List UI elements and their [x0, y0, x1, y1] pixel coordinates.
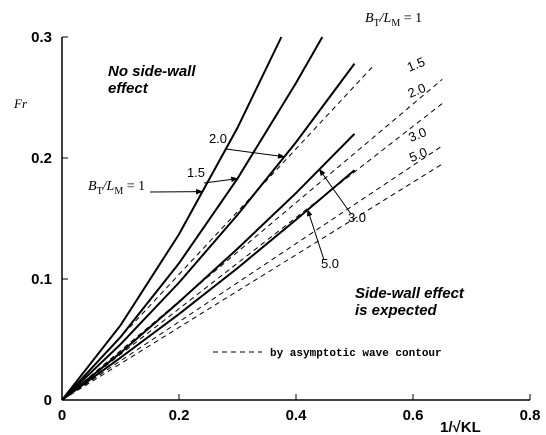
- asymptote-label: 1.5: [405, 54, 427, 75]
- x-tick-label: 0: [58, 407, 66, 424]
- x-tick-label: 0.8: [520, 407, 541, 424]
- annotation: Side-wall effect: [355, 285, 465, 302]
- annotation: is expected: [355, 302, 438, 319]
- ratio-part: M: [114, 186, 123, 197]
- asymptote-line: [61, 78, 443, 401]
- x-tick-label: 0.4: [286, 407, 308, 424]
- asymptote-line: [61, 163, 443, 401]
- asymptote-line: [61, 66, 373, 401]
- x-tick-label: 0.2: [169, 407, 190, 424]
- curve-label: 3.0: [348, 210, 366, 225]
- y-axis-label: Fr: [13, 96, 28, 111]
- curve-label: 5.0: [321, 256, 339, 271]
- ratio-part: T: [374, 18, 380, 29]
- y-tick-label: 0.3: [31, 29, 52, 46]
- x-axis-label: 1/√KL: [440, 419, 481, 435]
- ratio-part: = 1: [123, 179, 145, 194]
- asymptote-label: 2.0: [406, 80, 428, 101]
- ratio-part: = 1: [400, 11, 422, 26]
- ratio-part: B: [88, 179, 97, 194]
- asymptote-line: [61, 145, 443, 401]
- curve-arrow: [306, 209, 325, 261]
- curve-1-label: BT/LM = 1: [88, 179, 145, 197]
- x-tick-label: 0.6: [403, 407, 424, 424]
- annotation: effect: [108, 80, 149, 97]
- y-tick-label: 0.2: [31, 150, 52, 167]
- ratio-part: T: [97, 186, 103, 197]
- ratio-part: /L: [379, 11, 392, 26]
- ratio-part: B: [365, 11, 374, 26]
- asymptote-label: 3.0: [406, 124, 428, 145]
- asymptote-1-label: BT/LM = 1: [365, 11, 422, 29]
- curve-label: 1.5: [187, 165, 205, 180]
- y-tick-label: 0: [44, 392, 52, 409]
- ratio-part: /L: [102, 179, 115, 194]
- asymptote-label: 5.0: [407, 144, 429, 165]
- legend-label: by asymptotic wave contour: [270, 348, 442, 360]
- curve-label: 2.0: [209, 131, 227, 146]
- curve: [61, 169, 356, 401]
- curve: [61, 36, 283, 401]
- ratio-part: M: [391, 18, 400, 29]
- curve-arrow: [203, 176, 239, 184]
- curve-arrow: [225, 148, 285, 159]
- curve-arrow: [318, 168, 352, 215]
- curve: [61, 63, 356, 401]
- curve: [61, 133, 356, 401]
- curve: [61, 36, 324, 401]
- annotation: No side-wall: [108, 63, 196, 80]
- y-tick-label: 0.1: [31, 271, 52, 288]
